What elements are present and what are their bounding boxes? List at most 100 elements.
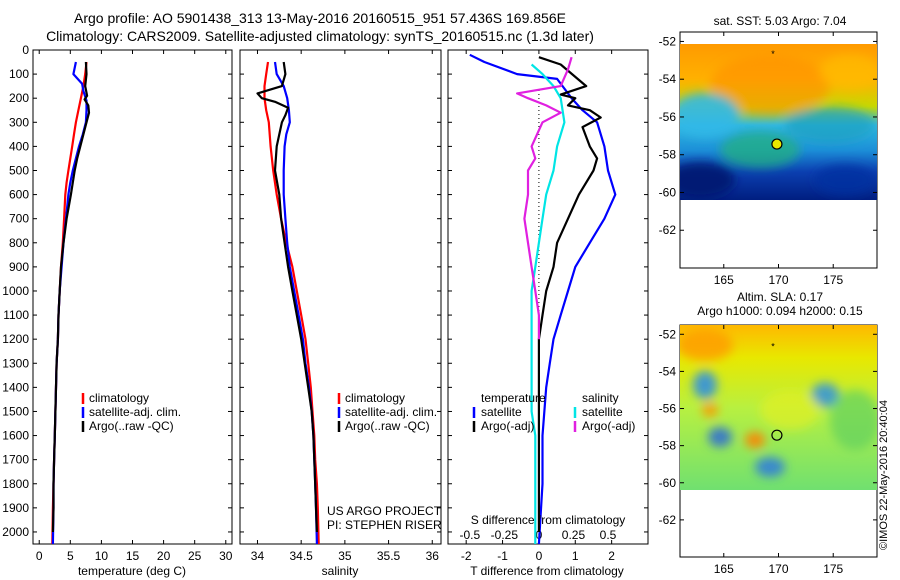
pi-annotation: PI: STEPHEN RISER xyxy=(327,518,442,532)
x-tick-label: 0 xyxy=(536,549,543,563)
y-tick-label: 1300 xyxy=(2,356,29,370)
x-tick-label: 2 xyxy=(608,549,615,563)
x-tick-label: 35 xyxy=(338,549,352,563)
x-tick-label: 34 xyxy=(251,549,265,563)
y-tick-label: 500 xyxy=(9,163,29,177)
sst-map-axis: 165 170 175 -52 -54 -56 -58 -60 -62 xyxy=(659,32,877,287)
x-tick-label: 30 xyxy=(219,549,233,563)
map-x-tick-label: 175 xyxy=(823,562,843,576)
map-y-tick-label: -58 xyxy=(659,148,677,162)
figure-subtitle: Climatology: CARS2009. Satellite-adjuste… xyxy=(46,28,594,44)
sst-map-marks: * xyxy=(771,49,783,150)
y-tick-label: 1000 xyxy=(2,284,29,298)
y-tick-label: 800 xyxy=(9,236,29,250)
y-tick-label: 900 xyxy=(9,260,29,274)
y-tick-label: 400 xyxy=(9,139,29,153)
map-y-tick-label: -60 xyxy=(659,476,677,490)
y-tick-label: 700 xyxy=(9,212,29,226)
y-tick-label: 300 xyxy=(9,115,29,129)
salinity-axis: 34 34.5 35 35.5 36 xyxy=(240,49,441,563)
series-line-salinity-satellite xyxy=(530,63,566,544)
sla-map-marks: * xyxy=(771,341,783,441)
legend-satellite-label: satellite-adj. clim. xyxy=(345,405,437,419)
x-tick-label: 10 xyxy=(95,549,109,563)
float-position-marker xyxy=(771,429,783,441)
reference-marker: * xyxy=(771,341,775,351)
map-y-tick-label: -60 xyxy=(659,185,677,199)
sla-map-axis: 165 170 175 -52 -54 -56 -58 -60 -62 xyxy=(659,325,877,576)
temperature-panel: 0 5 10 15 20 25 300100200300400500600700800900… xyxy=(2,43,232,578)
y-tick-label: 2000 xyxy=(2,525,29,539)
y-tick-label: 600 xyxy=(9,188,29,202)
temperature-legend: climatology satellite-adj. clim. Argo(..… xyxy=(81,391,181,433)
x-tick-label: -2 xyxy=(461,549,472,563)
series-line-argo-raw-qc xyxy=(256,61,318,533)
map-y-tick-label: -58 xyxy=(659,439,677,453)
y-tick-label: 1900 xyxy=(2,501,29,515)
series-line-argo-raw-qc xyxy=(51,61,91,533)
legend-sal-argo-label: Argo(-adj) xyxy=(582,419,635,433)
salinity-difference-label: S difference from climatology xyxy=(471,513,626,527)
temperature-xlabel: temperature (deg C) xyxy=(78,564,186,578)
sla-map-panel: Altim. SLA: 0.17 Argo h1000: 0.094 h2000… xyxy=(659,290,878,576)
s-tick-label: -0.5 xyxy=(459,528,480,542)
map-x-tick-label: 175 xyxy=(823,273,843,287)
y-tick-label: 1200 xyxy=(2,332,29,346)
x-tick-label: 15 xyxy=(126,549,140,563)
sst-map-panel: sat. SST: 5.03 Argo: 7.04 165 170 175 -52 -5… xyxy=(659,14,878,287)
y-tick-label: 100 xyxy=(9,67,29,81)
temperature-plot-frame xyxy=(32,49,233,545)
legend-satellite-label: satellite-adj. clim. xyxy=(89,405,181,419)
salinity-plot-frame xyxy=(239,49,442,545)
y-tick-label: 1100 xyxy=(3,308,29,322)
y-tick-label: 1800 xyxy=(2,477,29,491)
legend-climatology-label: climatology xyxy=(345,391,405,405)
y-tick-label: 1500 xyxy=(2,404,29,418)
difference-lines xyxy=(469,53,617,545)
map-y-tick-label: -52 xyxy=(659,327,677,341)
sla-map-title: Altim. SLA: 0.17 xyxy=(737,290,823,304)
y-tick-label: 0 xyxy=(22,43,29,57)
y-tick-label: 1700 xyxy=(2,453,29,467)
map-x-tick-label: 165 xyxy=(714,273,734,287)
difference-panel: -2 -1 0 1 2-0.5 -0.25 0 0.25 0.5 T difference fr… xyxy=(447,49,649,578)
s-tick-label: -0.25 xyxy=(491,528,519,542)
s-tick-label: 0.5 xyxy=(600,528,617,542)
x-tick-label: 20 xyxy=(157,549,171,563)
y-tick-label: 1600 xyxy=(2,429,29,443)
map-y-tick-label: -56 xyxy=(659,402,677,416)
legend-salinity-title: salinity xyxy=(582,391,619,405)
reference-marker: * xyxy=(771,49,775,59)
difference-plot-frame xyxy=(447,49,649,545)
legend-climatology-label: climatology xyxy=(89,391,149,405)
salinity-panel: 34 34.5 35 35.5 36 salinity climatology sate… xyxy=(239,49,442,578)
sst-field xyxy=(680,44,877,200)
x-tick-label: 34.5 xyxy=(289,549,313,563)
series-line-temperature-argo-adj xyxy=(537,56,602,532)
map-y-tick-label: -62 xyxy=(659,513,677,527)
difference-xlabel: T difference from climatology xyxy=(470,564,624,578)
figure-title: Argo profile: AO 5901438_313 13-May-2016… xyxy=(74,10,566,26)
temperature-lines xyxy=(51,61,91,545)
map-y-tick-label: -54 xyxy=(659,72,677,86)
x-tick-label: 36 xyxy=(426,549,440,563)
sla-map-subtitle: Argo h1000: 0.094 h2000: 0.15 xyxy=(697,304,863,318)
salinity-legend: climatology satellite-adj. clim. Argo(..… xyxy=(337,391,437,433)
sst-map-title: sat. SST: 5.03 Argo: 7.04 xyxy=(714,14,847,28)
difference-legend: temperature satellite Argo(-adj) salinit… xyxy=(472,391,635,433)
salinity-lines xyxy=(256,61,320,545)
map-y-tick-label: -62 xyxy=(659,223,677,237)
difference-axis: -2 -1 0 1 2-0.5 -0.25 0 0.25 0.5 xyxy=(448,49,648,563)
legend-sal-satellite-label: satellite xyxy=(582,405,623,419)
map-y-tick-label: -52 xyxy=(659,34,677,48)
y-tick-label: 200 xyxy=(9,91,29,105)
imos-credit: ©IMOS 22-May-2016 20:40:04 xyxy=(878,400,890,550)
x-tick-label: 25 xyxy=(188,549,202,563)
x-tick-label: 35.5 xyxy=(377,549,401,563)
x-tick-label: 5 xyxy=(67,549,74,563)
map-x-tick-label: 165 xyxy=(714,562,734,576)
map-x-tick-label: 170 xyxy=(768,562,788,576)
x-tick-label: 1 xyxy=(572,549,579,563)
series-line-salinity-argo-adj xyxy=(515,56,573,340)
